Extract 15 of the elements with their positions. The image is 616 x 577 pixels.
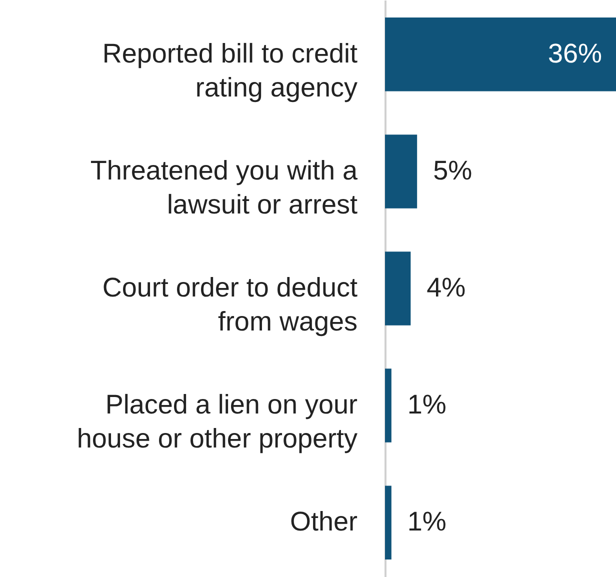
bar xyxy=(385,368,392,442)
bar xyxy=(385,134,418,208)
y-tick-label: Threatened you with a lawsuit or arrest xyxy=(90,155,358,220)
bar xyxy=(385,486,392,560)
bar xyxy=(385,18,616,92)
data-label: 1% xyxy=(407,506,446,537)
y-tick-label: Court order to deduct from wages xyxy=(102,272,358,336)
data-label: 36% xyxy=(548,38,602,68)
y-tick-label: Reported bill to credit rating agency xyxy=(102,38,358,102)
data-label: 1% xyxy=(407,390,446,420)
y-tick-label: Placed a lien on your house or other property xyxy=(76,390,358,454)
y-tick-label: Other xyxy=(290,506,358,537)
bar xyxy=(385,252,411,326)
data-label: 4% xyxy=(426,272,466,302)
data-label: 5% xyxy=(433,155,472,186)
